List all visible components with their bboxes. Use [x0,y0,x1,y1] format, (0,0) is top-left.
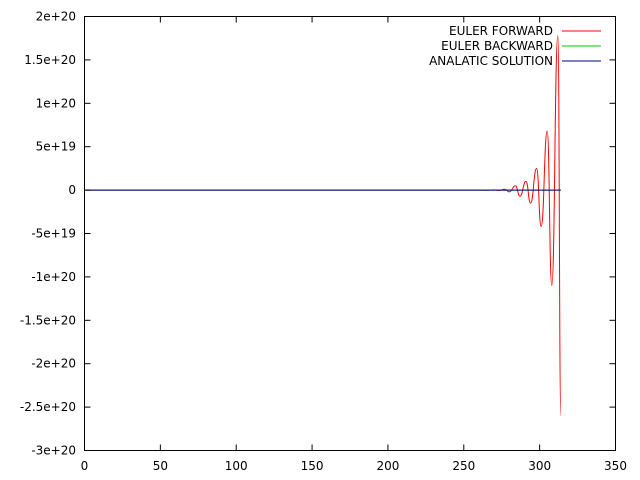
y-tick-label: -2.5e+20 [20,400,76,414]
y-tick-label: 2e+20 [36,10,76,24]
y-tick-label: 0 [68,183,76,197]
y-tick-label: -1.5e+20 [20,313,76,327]
x-tick-label: 350 [604,459,627,473]
x-tick-label: 50 [153,459,168,473]
x-tick-label: 0 [81,459,89,473]
y-tick-label: -1e+20 [31,270,76,284]
legend-label-euler-backward: EULER BACKWARD [441,39,553,53]
y-tick-label: -2e+20 [31,357,76,371]
legend-label-euler-forward: EULER FORWARD [449,24,553,38]
plot-frame [84,16,616,451]
x-tick-label: 300 [528,459,551,473]
y-tick-label: -3e+20 [31,444,76,458]
x-tick-label: 150 [301,459,324,473]
y-tick-label: -5e+19 [31,227,76,241]
series-line-euler-forward [84,35,562,417]
y-tick-label: 1.5e+20 [24,53,76,67]
x-tick-label: 200 [376,459,399,473]
x-tick-label: 250 [452,459,475,473]
legend-label-analatic-solution: ANALATIC SOLUTION [429,54,553,68]
x-tick-label: 100 [225,459,248,473]
y-tick-label: 1e+20 [36,96,76,110]
y-tick-label: 5e+19 [36,140,76,154]
